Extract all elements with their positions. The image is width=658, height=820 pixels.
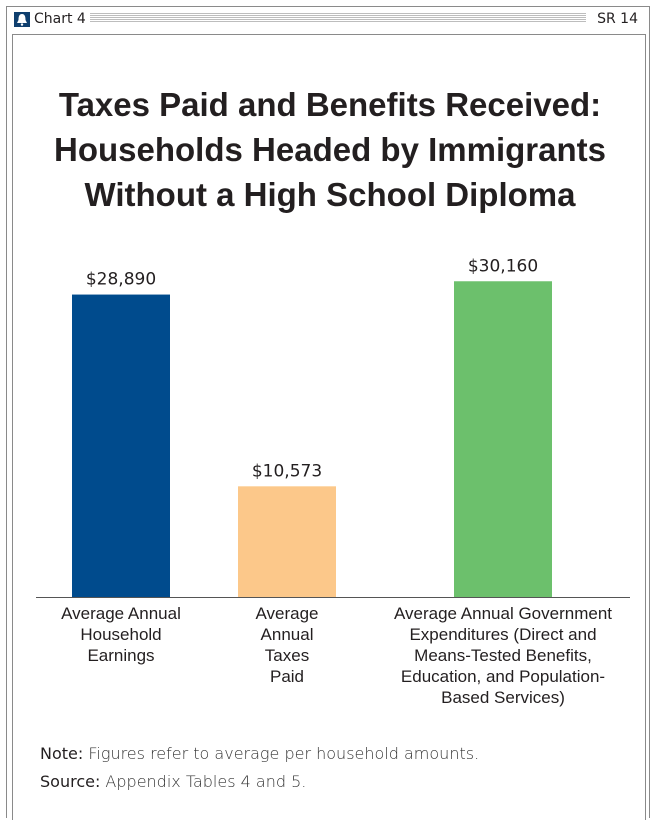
category-label-taxes-line-1: Average <box>255 604 319 623</box>
category-label-expenditures-line-2: Expenditures (Direct and <box>409 625 597 644</box>
outer-frame <box>6 6 650 818</box>
chart-title-line-1: Taxes Paid and Benefits Received: <box>58 86 602 123</box>
category-label-expenditures-line-5: Based Services) <box>441 688 565 707</box>
note-text: Figures refer to average per household a… <box>83 744 480 763</box>
chart-header: Chart 4 SR 14 <box>10 9 646 29</box>
category-label-expenditures-line-3: Means-Tested Benefits, <box>414 646 592 665</box>
category-label-taxes-line-2: Annual <box>260 625 314 644</box>
source-label: Source: <box>40 772 101 791</box>
bar-expenditures <box>454 281 552 597</box>
header-rule <box>90 13 586 23</box>
chart-title-line-3: Without a High School Diploma <box>84 176 576 213</box>
value-label-taxes: $10,573 <box>252 461 322 481</box>
category-label-taxes-line-4: Paid <box>269 667 305 686</box>
category-label-earnings: Average Annual Household Earnings <box>36 603 206 666</box>
value-label-expenditures: $30,160 <box>468 256 538 276</box>
bell-logo-icon <box>14 12 30 27</box>
category-label-expenditures: Average Annual Government Expenditures (D… <box>363 603 643 708</box>
bar-taxes <box>238 486 336 597</box>
note-line: Note: Figures refer to average per house… <box>40 740 479 768</box>
category-label-earnings-line-1: Average Annual <box>61 604 181 623</box>
note-label: Note: <box>40 744 84 763</box>
chart-number-label: Chart 4 <box>34 11 86 27</box>
category-label-taxes-line-3: Taxes <box>264 646 310 665</box>
chart-notes: Note: Figures refer to average per house… <box>40 740 479 796</box>
inner-frame <box>12 34 646 820</box>
category-label-expenditures-line-1: Average Annual Government <box>394 604 612 623</box>
chart-title-line-2: Households Headed by Immigrants <box>54 131 606 168</box>
value-label-earnings: $28,890 <box>86 270 156 290</box>
category-label-earnings-line-3: Earnings <box>87 646 155 665</box>
source-text: Appendix Tables 4 and 5. <box>100 772 307 791</box>
category-label-expenditures-line-4: Education, and Population- <box>400 667 606 686</box>
category-label-taxes: Average Annual Taxes Paid <box>227 603 347 687</box>
report-id-label: SR 14 <box>597 11 638 27</box>
category-label-earnings-line-2: Household <box>80 625 162 644</box>
bar-earnings <box>72 294 170 597</box>
chart-title: Taxes Paid and Benefits Received: Househ… <box>40 82 620 217</box>
source-line: Source: Appendix Tables 4 and 5. <box>40 768 479 796</box>
